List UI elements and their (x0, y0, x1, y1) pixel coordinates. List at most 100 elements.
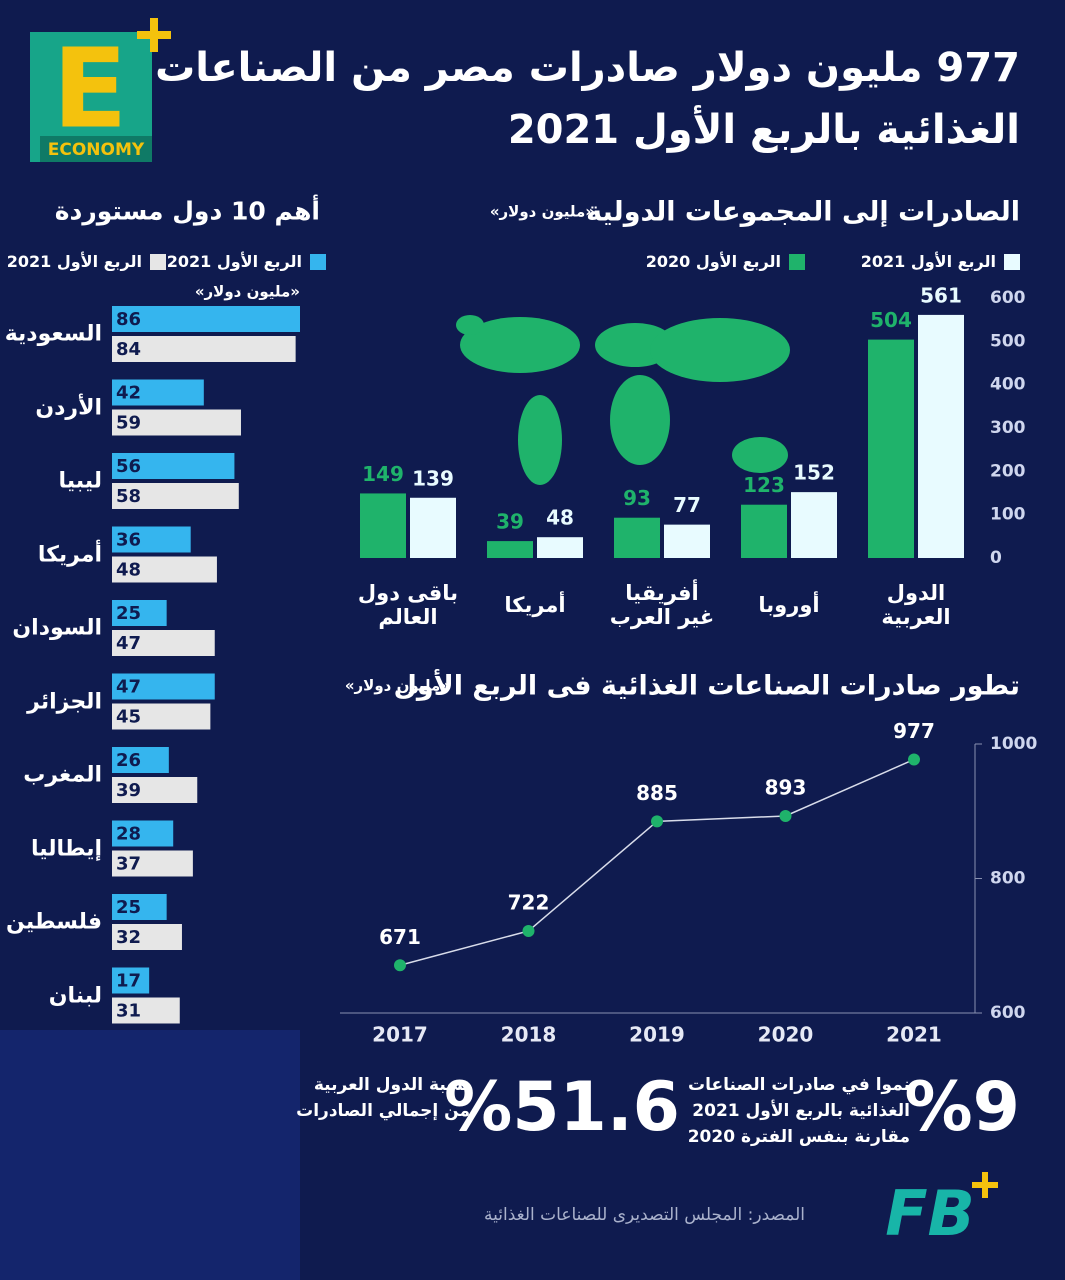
chart-subtitle: «مليون دولار» (344, 676, 450, 695)
value-label: 32 (116, 927, 141, 948)
chart-subtitle: «مليون دولار» (489, 202, 595, 221)
bar (360, 493, 406, 558)
photo-backdrop (0, 1030, 300, 1280)
value-label: 26 (116, 750, 141, 771)
legend-swatch (310, 254, 326, 270)
y-tick-label: 0 (990, 548, 1002, 568)
bar (112, 630, 215, 656)
stat-text: نسبة الدول العربية (313, 1075, 470, 1096)
value-label: 25 (116, 897, 141, 918)
chart-subtitle: «مليون دولار» (194, 282, 300, 301)
y-tick-label: 300 (990, 418, 1026, 438)
bar (112, 820, 174, 847)
value-label: 25 (116, 603, 141, 624)
value-label: 86 (116, 309, 141, 330)
chart-title: أهم 10 دول مستوردة (54, 196, 320, 226)
bar (791, 492, 837, 558)
value-label: 84 (116, 339, 141, 360)
x-tick-label: 2018 (501, 1023, 557, 1047)
bar (410, 497, 456, 558)
value-label: 37 (116, 854, 141, 875)
stat-text: مقارنة بنفس الفترة 2020 (687, 1127, 910, 1148)
bar (112, 526, 191, 553)
y-tick-label: 200 (990, 461, 1026, 481)
category-label: إيطاليا (31, 835, 102, 861)
x-tick-label: أمريكا (504, 592, 566, 617)
x-tick-label: 2019 (629, 1023, 685, 1047)
legend-label: الربع الأول 2021 (166, 251, 302, 271)
bar (112, 306, 300, 332)
bar (112, 409, 241, 436)
bar (112, 997, 180, 1024)
bar (112, 379, 204, 406)
stat-figure: %51.6 (444, 1067, 680, 1147)
y-tick-label: 100 (990, 505, 1026, 525)
bar (112, 777, 198, 803)
x-tick-label: الدول العربية (881, 580, 951, 629)
category-label: الجزائر (27, 688, 102, 714)
bar (112, 894, 167, 920)
value-label: 504 (870, 308, 912, 332)
value-label: 45 (116, 707, 141, 728)
bar (741, 504, 787, 558)
value-label: 48 (116, 560, 141, 581)
y-tick-label: 600 (990, 1003, 1026, 1023)
world-map (456, 315, 790, 485)
bar (112, 453, 235, 479)
logo-letter: E (52, 24, 127, 152)
title: 977 مليون دولار صادرات مصر من الصناعات (155, 45, 1020, 91)
value-label: 93 (623, 486, 651, 510)
value-label: 722 (508, 890, 550, 914)
value-label: 149 (362, 462, 404, 486)
logo-word: ECONOMY (48, 140, 145, 160)
x-tick-label: باقى دول العالم (357, 580, 459, 629)
point (394, 959, 406, 972)
y-tick-label: 600 (990, 288, 1026, 308)
bar (112, 967, 150, 994)
x-tick-label: 2017 (372, 1023, 428, 1047)
source: المصدر: المجلس التصديرى للصناعات الغذائي… (484, 1205, 805, 1226)
x-tick-label: 2020 (758, 1023, 814, 1047)
value-label: 59 (116, 413, 141, 434)
value-label: 47 (116, 677, 141, 698)
bar (112, 556, 217, 583)
value-label: 885 (636, 781, 678, 805)
stat-text: الغذائية بالربع الأول 2021 (692, 1101, 910, 1122)
value-label: 152 (793, 461, 835, 485)
y-tick-label: 800 (990, 869, 1026, 889)
category-label: لبنان (48, 982, 102, 1008)
x-tick-label: 2021 (886, 1023, 942, 1047)
value-label: 42 (116, 383, 141, 404)
bar (868, 339, 914, 558)
bar (112, 924, 182, 950)
category-label: ليبيا (58, 468, 102, 494)
chart-title: الصادرات إلى المجموعات الدولية (586, 196, 1020, 228)
bar (112, 600, 167, 626)
value-label: 139 (412, 466, 454, 490)
value-label: 36 (116, 530, 141, 551)
legend-label: الربع الأول 2021 (6, 251, 142, 271)
value-label: 48 (546, 506, 574, 530)
point (779, 809, 792, 822)
point (522, 924, 535, 937)
bar (614, 517, 660, 558)
y-tick-label: 400 (990, 375, 1026, 395)
value-label: 56 (116, 456, 141, 477)
bar (112, 336, 296, 362)
x-tick-label: أفريقيا غير العرب (609, 580, 715, 629)
x-tick-label: أوروبا (758, 592, 820, 617)
value-label: 561 (920, 283, 962, 307)
value-label: 28 (116, 824, 141, 845)
bar (112, 673, 215, 700)
category-label: السودان (12, 615, 102, 641)
legend-swatch (150, 254, 166, 270)
stat-text: نموا في صادرات الصناعات (688, 1075, 910, 1096)
legend-swatch (1004, 254, 1020, 270)
bar (487, 541, 533, 558)
stat-text: من إجمالي الصادرات (296, 1101, 470, 1122)
legend-label: الربع الأول 2021 (860, 251, 996, 271)
bar (664, 524, 710, 558)
value-label: 31 (116, 1001, 141, 1022)
point (651, 815, 663, 828)
